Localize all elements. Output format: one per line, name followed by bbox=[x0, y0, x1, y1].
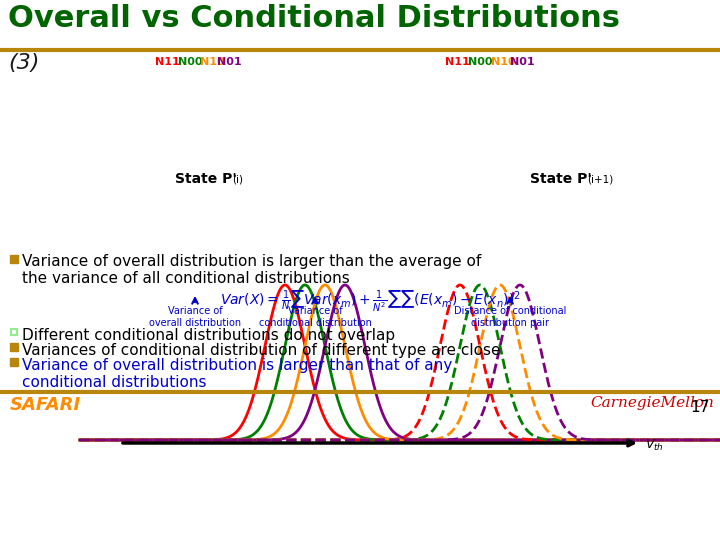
Text: N01: N01 bbox=[510, 57, 535, 67]
Text: Different conditional distributions do not overlap: Different conditional distributions do n… bbox=[22, 328, 395, 343]
Text: CarnegieMellon: CarnegieMellon bbox=[590, 396, 714, 410]
Text: Variance of overall distribution is larger than that of any: Variance of overall distribution is larg… bbox=[22, 358, 452, 373]
Text: the variance of all conditional distributions: the variance of all conditional distribu… bbox=[22, 271, 350, 286]
Text: N11: N11 bbox=[155, 57, 180, 67]
Text: (i): (i) bbox=[232, 175, 243, 185]
Text: Variance of
overall distribution: Variance of overall distribution bbox=[149, 306, 241, 328]
Text: State P': State P' bbox=[175, 172, 237, 186]
Text: N00: N00 bbox=[468, 57, 492, 67]
Text: N10: N10 bbox=[491, 57, 516, 67]
Text: 17: 17 bbox=[690, 400, 710, 415]
Text: (i+1): (i+1) bbox=[587, 175, 613, 185]
Text: Variance of overall distribution is larger than the average of: Variance of overall distribution is larg… bbox=[22, 254, 481, 269]
Text: N11: N11 bbox=[445, 57, 469, 67]
Text: Variances of conditional distribution of different type are close: Variances of conditional distribution of… bbox=[22, 343, 500, 358]
Text: Variance of
conditional distribution: Variance of conditional distribution bbox=[258, 306, 372, 328]
Text: N10: N10 bbox=[200, 57, 225, 67]
Text: SAFARI: SAFARI bbox=[10, 396, 81, 414]
Text: $V_{th}$: $V_{th}$ bbox=[645, 438, 664, 453]
Text: conditional distributions: conditional distributions bbox=[22, 375, 207, 390]
Text: N00: N00 bbox=[178, 57, 202, 67]
Text: (3): (3) bbox=[8, 53, 40, 73]
Text: N01: N01 bbox=[217, 57, 242, 67]
Text: Distance of conditional
distribution pair: Distance of conditional distribution pai… bbox=[454, 306, 566, 328]
Text: $Var(X) = \frac{1}{N}\sum Var(x_m) + \frac{1}{N^2}\sum\sum(E(x_m) - E(x_n))^2$: $Var(X) = \frac{1}{N}\sum Var(x_m) + \fr… bbox=[220, 288, 521, 314]
Text: State P': State P' bbox=[530, 172, 592, 186]
Text: Overall vs Conditional Distributions: Overall vs Conditional Distributions bbox=[8, 4, 620, 33]
